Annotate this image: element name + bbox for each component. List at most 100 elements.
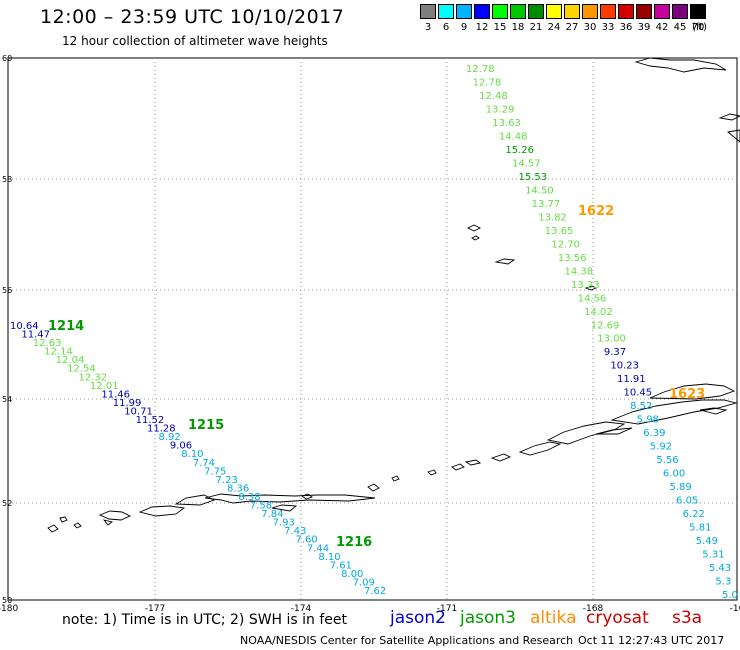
swh-value: 14.50 <box>525 185 554 196</box>
map-frame <box>7 57 738 601</box>
swh-value: 12.04 <box>56 355 85 366</box>
footer-credit: NOAA/NESDIS Center for Satellite Applica… <box>240 634 574 647</box>
legend-label: 6 <box>442 22 450 33</box>
swh-value: 5.89 <box>669 482 691 493</box>
swh-value: 5.98 <box>637 415 659 426</box>
swh-value: 10.23 <box>610 361 639 372</box>
sat-cryosat: cryosat <box>586 608 649 628</box>
swh-value: 6.39 <box>643 428 665 439</box>
lon-label: -180 <box>0 604 18 614</box>
swh-value: 11.28 <box>147 424 176 435</box>
swh-value: 11.46 <box>101 389 130 400</box>
swh-value: 14.38 <box>564 266 593 277</box>
legend-label: 70 <box>691 22 705 33</box>
sat-jason3: jason3 <box>460 608 516 628</box>
swh-value: 13.56 <box>558 253 587 264</box>
sat-s3a: s3a <box>672 608 703 628</box>
time-label: 1623 <box>669 387 705 402</box>
time-label: 1622 <box>578 204 614 219</box>
lon-label: -171 <box>437 604 457 614</box>
legend-swatch <box>510 4 526 19</box>
swh-value: 8.10 <box>181 449 203 460</box>
lat-label: 54 <box>2 395 12 404</box>
swh-value: 6.00 <box>663 469 685 480</box>
legend-swatch <box>474 4 490 19</box>
lon-label: -168 <box>583 604 604 614</box>
swh-value: 7.74 <box>193 458 215 469</box>
sat-jason2: jason2 <box>390 608 446 628</box>
time-label: 1216 <box>336 535 372 550</box>
swh-value: 8.92 <box>158 432 180 443</box>
legend-swatch <box>582 4 598 19</box>
swh-value: 5.49 <box>696 536 718 547</box>
lat-label: 50 <box>2 596 12 605</box>
swh-value: 14.02 <box>584 307 613 318</box>
swh-value: 14.57 <box>512 158 541 169</box>
legend-label: 30 <box>583 22 597 33</box>
legend-label: 33 <box>601 22 615 33</box>
lat-label: 52 <box>2 499 12 508</box>
legend-label: 39 <box>637 22 651 33</box>
altimeter-tracks: 10.6411.4712.6312.1412.0412.5412.3212.01… <box>10 64 738 601</box>
swh-value: 10.45 <box>624 388 653 399</box>
swh-value: 10.71 <box>124 406 153 417</box>
lat-label: 60 <box>2 54 12 63</box>
time-label: 1214 <box>48 319 84 334</box>
swh-value: 12.48 <box>479 91 508 102</box>
legend-label: 27 <box>565 22 579 33</box>
legend-swatch <box>654 4 670 19</box>
legend-label: 15 <box>493 22 507 33</box>
swh-value: 9.06 <box>170 441 192 452</box>
sat-altika: altika <box>530 608 577 628</box>
swh-value: 7.60 <box>295 535 317 546</box>
legend-label: 24 <box>547 22 561 33</box>
lat-label: 56 <box>2 286 12 295</box>
swh-value: 8.38 <box>238 492 260 503</box>
legend-label: 36 <box>619 22 633 33</box>
lon-label: -174 <box>291 604 312 614</box>
swh-value: 5.0 <box>722 590 738 601</box>
swh-value: 12.78 <box>466 64 495 75</box>
swh-value: 11.99 <box>113 398 142 409</box>
swh-value: 15.26 <box>505 145 534 156</box>
swh-value: 5.56 <box>656 455 678 466</box>
swh-value: 12.54 <box>67 364 96 375</box>
legend-unit: (ft) <box>692 22 708 33</box>
legend-swatch <box>600 4 616 19</box>
swh-value: 13.77 <box>532 199 561 210</box>
legend-label: 3 <box>424 22 432 33</box>
legend-label: 45 <box>673 22 687 33</box>
swh-value: 9.37 <box>604 347 626 358</box>
swh-value: 11.91 <box>617 374 646 385</box>
legend-swatch <box>636 4 652 19</box>
swh-value: 8.10 <box>318 552 340 563</box>
time-label: 1215 <box>188 418 224 433</box>
swh-value: 7.61 <box>330 560 352 571</box>
swh-value: 15.53 <box>519 172 548 183</box>
swh-value: 12.78 <box>473 77 502 88</box>
swh-value: 10.64 <box>10 321 39 332</box>
swh-value: 7.44 <box>307 543 329 554</box>
legend-swatch <box>618 4 634 19</box>
swh-value: 12.70 <box>551 239 580 250</box>
legend-swatch <box>492 4 508 19</box>
swh-value: 7.93 <box>273 518 295 529</box>
title: 12:00 – 23:59 UTC 10/10/2017 <box>40 6 345 28</box>
swh-value: 13.23 <box>571 280 600 291</box>
swh-value: 7.23 <box>216 475 238 486</box>
swh-value: 11.47 <box>21 330 50 341</box>
legend-swatch <box>672 4 688 19</box>
grid-lines <box>7 57 738 601</box>
swh-value: 12.63 <box>33 338 62 349</box>
swh-value: 5.31 <box>702 550 724 561</box>
legend-swatch <box>528 4 544 19</box>
swh-value: 8.00 <box>341 569 363 580</box>
legend-swatch <box>420 4 436 19</box>
swh-value: 13.82 <box>538 212 567 223</box>
swh-value: 14.48 <box>499 131 528 142</box>
legend-swatch <box>690 4 706 19</box>
lon-label: -16 <box>730 604 740 614</box>
swh-value: 13.00 <box>597 334 626 345</box>
swh-value: 12.01 <box>90 381 119 392</box>
